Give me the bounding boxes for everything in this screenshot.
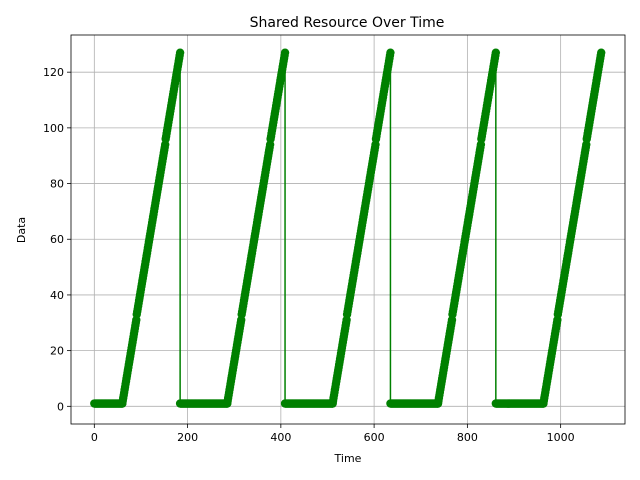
plot-frame xyxy=(70,34,626,425)
x-tick-label: 800 xyxy=(457,431,478,444)
x-tick-label: 200 xyxy=(177,431,198,444)
y-tick-label: 100 xyxy=(43,122,64,135)
x-tick-label: 1000 xyxy=(547,431,575,444)
y-tick-label: 60 xyxy=(50,233,64,246)
data-point xyxy=(280,48,290,57)
y-tick-label: 120 xyxy=(43,66,64,79)
x-axis-label: Time xyxy=(334,452,362,465)
y-tick-label: 40 xyxy=(50,289,64,302)
x-tick-label: 400 xyxy=(270,431,291,444)
x-tick-label: 0 xyxy=(91,431,98,444)
y-axis-label: Data xyxy=(15,217,28,243)
chart-title: Shared Resource Over Time xyxy=(250,15,445,31)
y-tick-label: 0 xyxy=(57,400,64,413)
data-point xyxy=(491,48,501,57)
axis-ticks: 0 200 400 600 800 1000 0 20 40 60 80 100 120 xyxy=(43,66,575,444)
data-point xyxy=(597,48,606,57)
data-point xyxy=(175,48,185,57)
y-tick-label: 20 xyxy=(50,345,64,358)
data-point xyxy=(386,48,395,57)
y-tick-label: 80 xyxy=(50,178,64,191)
data-series xyxy=(90,48,606,408)
x-tick-label: 600 xyxy=(364,431,385,444)
